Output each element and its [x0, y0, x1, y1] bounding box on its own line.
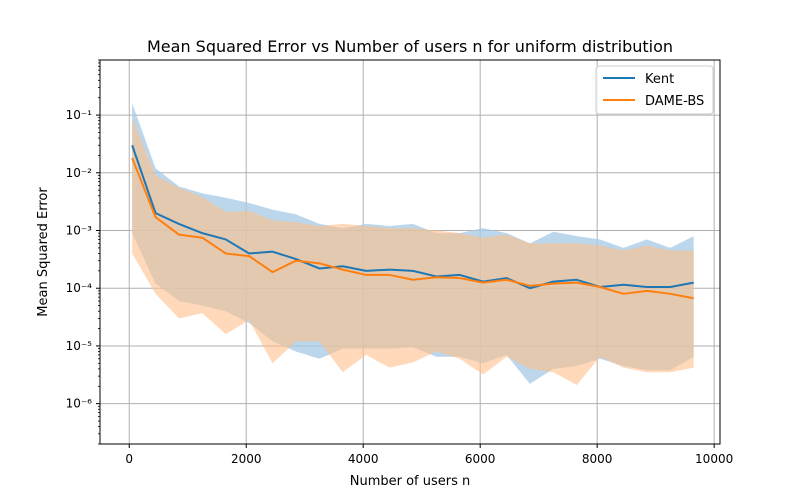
- y-tick-label: 10⁻¹: [66, 108, 93, 122]
- x-tick-label: 6000: [465, 452, 496, 466]
- series-line-dame-bs: [131, 157, 694, 300]
- plot-frame: [99, 59, 721, 445]
- y-tick-label: 10⁻⁵: [66, 339, 93, 353]
- x-tick-label: 4000: [348, 452, 379, 466]
- y-tick-label: 10⁻³: [66, 224, 93, 238]
- y-axis-ticks: 10⁻⁶ 10⁻⁵ 10⁻⁴ 10⁻³ 10⁻² 10⁻¹: [66, 59, 100, 445]
- x-tick-label: 2000: [231, 452, 262, 466]
- chart-title: Mean Squared Error vs Number of users n …: [147, 37, 673, 56]
- x-axis-label: Number of users n: [350, 474, 471, 489]
- x-tick-label: 10000: [695, 452, 733, 466]
- x-tick-label: 8000: [582, 452, 613, 466]
- band-dame-bs: [132, 117, 694, 386]
- y-tick-label: 10⁻²: [66, 166, 93, 180]
- legend-label-kent: Kent: [645, 72, 674, 87]
- y-tick-label: 10⁻⁴: [66, 281, 93, 295]
- y-axis-label: Mean Squared Error: [36, 187, 51, 317]
- series-lines: [131, 144, 694, 300]
- legend-label-dame-bs: DAME-BS: [645, 94, 704, 109]
- y-tick-label: 10⁻⁶: [66, 397, 93, 411]
- legend: Kent DAME-BS: [595, 65, 714, 115]
- x-axis-ticks: 0 2000 4000 6000 8000 10000: [125, 444, 733, 466]
- confidence-bands: [132, 103, 694, 386]
- x-tick-label: 0: [125, 452, 133, 466]
